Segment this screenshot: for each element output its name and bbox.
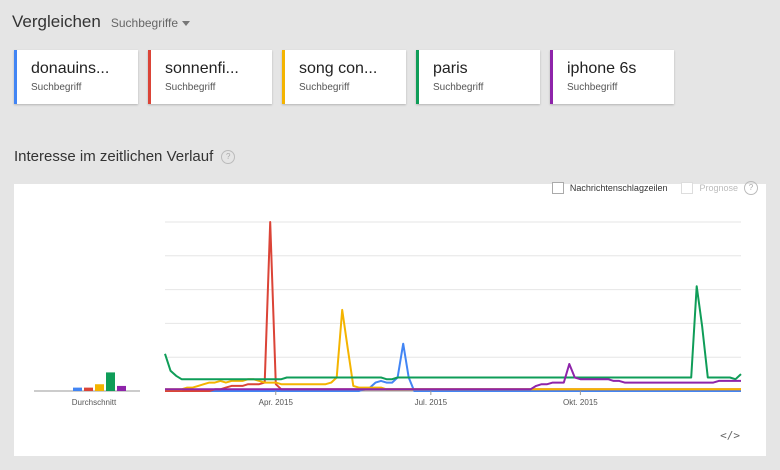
forecast-checkbox[interactable] (681, 182, 694, 194)
series-line (164, 285, 742, 381)
term-label: iphone 6s (567, 60, 637, 77)
series-line (165, 342, 741, 392)
embed-code-icon[interactable]: </> (720, 429, 740, 442)
term-type: Suchbegriff (433, 82, 484, 93)
term-label: donauins... (31, 60, 110, 77)
term-type: Suchbegriff (31, 82, 82, 93)
average-bar (106, 372, 115, 391)
page-title: Vergleichen (12, 12, 101, 31)
term-card-1[interactable]: donauins... Suchbegriff (14, 50, 138, 104)
term-card-2[interactable]: sonnenfi... Suchbegriff (148, 50, 272, 104)
term-type: Suchbegriff (299, 82, 350, 93)
x-tick-label: Okt. 2015 (563, 398, 598, 407)
term-type: Suchbegriff (165, 82, 216, 93)
caret-down-icon (182, 20, 191, 26)
chart-panel: Nachrichtenschlagzeilen Prognose ? Durch… (14, 181, 766, 456)
news-checkbox[interactable] (551, 182, 564, 194)
average-bar (117, 385, 126, 391)
term-card-5[interactable]: iphone 6s Suchbegriff (550, 50, 674, 104)
chart-options: Nachrichtenschlagzeilen Prognose ? (551, 181, 758, 195)
forecast-label: Prognose (699, 183, 738, 193)
section-heading: Interesse im zeitlichen Verlauf ? (14, 148, 236, 165)
x-tick-label: Apr. 2015 (259, 398, 294, 407)
terms-type-dropdown[interactable]: Suchbegriffe (110, 16, 191, 30)
header: Vergleichen Suchbegriffe (12, 12, 191, 32)
interest-chart: Durchschnitt Apr. 2015 Jul. 2015 Okt. 2015 (34, 221, 742, 407)
search-term-cards: donauins... Suchbegriff sonnenfi... Such… (14, 50, 674, 104)
term-label: paris (433, 60, 468, 77)
average-label: Durchschnitt (72, 398, 117, 407)
term-label: song con... (299, 60, 378, 77)
help-icon[interactable]: ? (744, 181, 758, 195)
term-card-3[interactable]: song con... Suchbegriff (282, 50, 406, 104)
average-bar (73, 387, 82, 391)
term-card-4[interactable]: paris Suchbegriff (416, 50, 540, 104)
term-type: Suchbegriff (567, 82, 618, 93)
news-label: Nachrichtenschlagzeilen (569, 183, 668, 193)
term-label: sonnenfi... (165, 60, 239, 77)
series-line (165, 221, 741, 392)
help-icon[interactable]: ? (221, 149, 236, 164)
average-bar (84, 387, 93, 391)
section-title: Interesse im zeitlichen Verlauf (14, 148, 214, 165)
average-bar (95, 384, 104, 391)
series-line (165, 363, 741, 391)
x-tick-label: Jul. 2015 (415, 398, 448, 407)
dropdown-label: Suchbegriffe (110, 16, 179, 30)
